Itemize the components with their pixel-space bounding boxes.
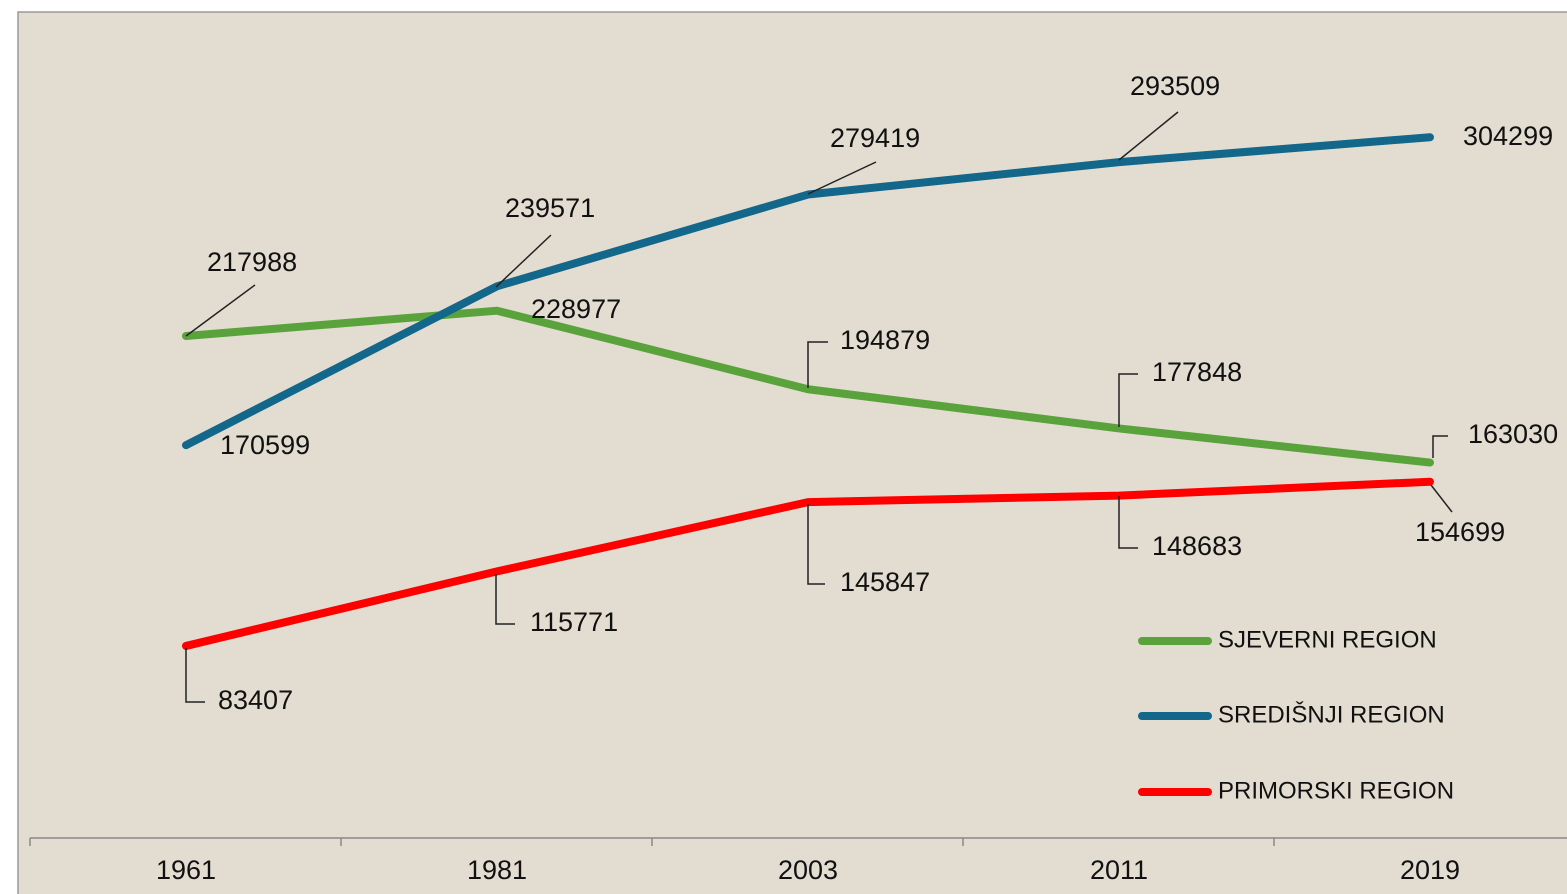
data-label: 293509 — [1130, 71, 1220, 101]
series-line — [182, 306, 1434, 467]
x-tick-label: 1961 — [156, 855, 216, 885]
data-label: 154699 — [1415, 517, 1505, 547]
leader-line — [1118, 373, 1138, 427]
leader-line — [1118, 496, 1138, 549]
data-label: 228977 — [531, 294, 621, 324]
data-label: 194879 — [840, 325, 930, 355]
leader-line — [807, 161, 877, 195]
data-label: 304299 — [1463, 121, 1553, 151]
legend-label: PRIMORSKI REGION — [1218, 777, 1454, 804]
data-label: 279419 — [830, 123, 920, 153]
series-line — [182, 133, 1434, 450]
x-tick-label: 2019 — [1400, 855, 1460, 885]
leader-line — [495, 574, 515, 625]
data-label: 170599 — [220, 430, 310, 460]
x-tick-label: 2003 — [778, 855, 838, 885]
data-label: 148683 — [1152, 531, 1242, 561]
leader-line — [807, 341, 828, 388]
leader-line — [495, 234, 552, 288]
data-label: 163030 — [1468, 419, 1558, 449]
data-label: 217988 — [207, 247, 297, 277]
x-tick-label: 2011 — [1090, 855, 1148, 885]
leader-line — [1430, 484, 1453, 513]
data-label: 239571 — [505, 193, 595, 223]
legend-label: SREDIŠNJI REGION — [1218, 700, 1445, 728]
leader-line — [185, 648, 205, 703]
legend-label: SJEVERNI REGION — [1218, 626, 1437, 653]
leader-line — [185, 284, 256, 337]
data-label: 177848 — [1152, 357, 1242, 387]
x-tick-label: 1981 — [467, 855, 527, 885]
leader-line — [1432, 435, 1448, 458]
leader-line — [807, 504, 825, 585]
data-label: 115771 — [530, 607, 618, 637]
data-label: 83407 — [218, 685, 293, 715]
series-line — [182, 477, 1434, 650]
data-label: 145847 — [840, 567, 930, 597]
leader-line — [1118, 111, 1179, 161]
